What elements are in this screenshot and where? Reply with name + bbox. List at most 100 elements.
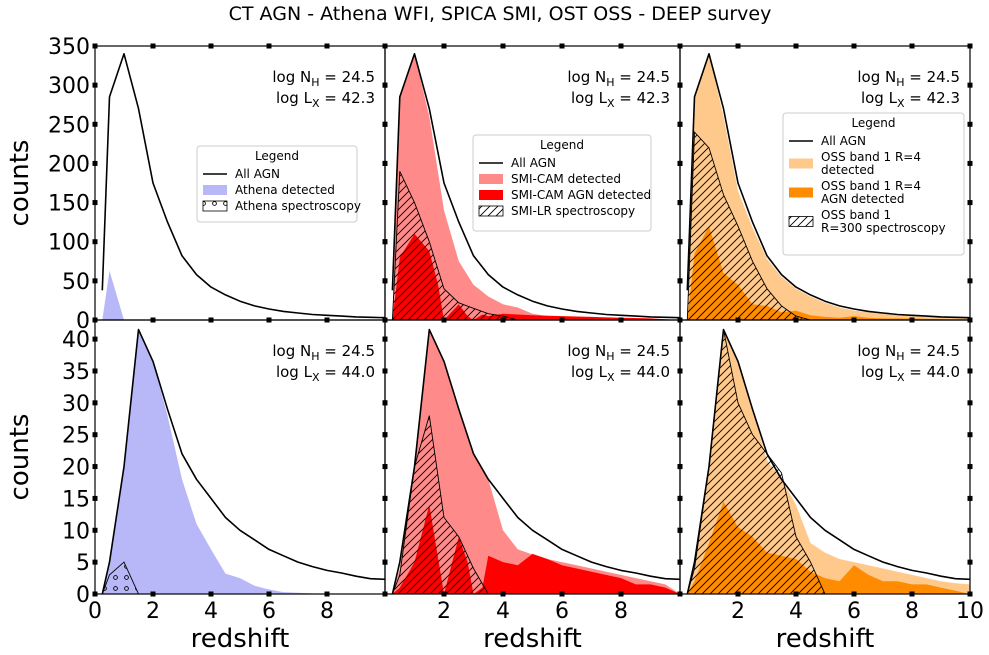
y-tick-label: 20 — [62, 456, 90, 481]
panel-annotation: log NH = 24.5 — [567, 68, 670, 89]
y-tick-mark — [92, 495, 98, 501]
legend: Legend All AGN SMI-CAM detected SMI-CAM AGN… — [472, 134, 652, 232]
x-tick-mark — [441, 43, 447, 49]
x-tick-label: 4 — [204, 599, 218, 624]
x-tick-mark — [618, 43, 624, 49]
y-tick-mark — [967, 121, 973, 127]
x-tick-mark — [324, 591, 330, 597]
legend-entry-label: Athena spectroscopy — [235, 199, 361, 213]
y-tick-mark — [967, 239, 973, 245]
y-tick-mark — [92, 82, 98, 88]
y-axis-label: counts — [5, 140, 35, 227]
legend-box — [782, 112, 965, 256]
y-tick-mark — [677, 495, 683, 501]
y-tick-mark — [677, 160, 683, 166]
x-tick-mark — [793, 43, 799, 49]
y-tick-mark — [92, 591, 98, 597]
y-tick-mark — [677, 121, 683, 127]
x-tick-label: 4 — [789, 599, 803, 624]
legend-swatch — [789, 187, 813, 198]
legend-entry-label: R=300 spectroscopy — [821, 221, 946, 235]
axes-frame — [679, 319, 971, 595]
y-tick-mark — [92, 121, 98, 127]
y-tick-mark — [92, 559, 98, 565]
x-tick-mark — [735, 317, 741, 323]
y-tick-label: 250 — [48, 113, 90, 138]
x-tick-mark — [500, 317, 506, 323]
y-tick-mark — [382, 591, 388, 597]
x-tick-mark — [500, 43, 506, 49]
legend-swatch — [479, 190, 503, 200]
series-athena-detected — [102, 270, 139, 320]
y-tick-mark — [967, 43, 973, 49]
x-tick-mark — [559, 317, 565, 323]
plot-area — [391, 328, 680, 594]
y-tick-mark — [677, 591, 683, 597]
x-tick-mark — [150, 591, 156, 597]
panel-annotation: log NH = 24.5 — [857, 342, 960, 363]
legend-title: Legend — [255, 149, 299, 163]
x-axis-label: redshift — [191, 624, 290, 654]
legend-entry-label: SMI-LR spectroscopy — [511, 204, 635, 218]
legend-swatch — [478, 205, 504, 217]
x-tick-label: 10 — [956, 599, 984, 624]
plot-area — [686, 52, 970, 320]
plot-area — [391, 52, 680, 320]
x-axis-label: redshift — [776, 624, 875, 654]
legend-title: Legend — [851, 116, 895, 130]
x-tick-mark — [208, 317, 214, 323]
y-tick-mark — [382, 464, 388, 470]
legend-swatch — [788, 216, 814, 227]
x-tick-mark — [618, 317, 624, 323]
y-tick-mark — [382, 200, 388, 206]
x-tick-mark — [909, 43, 915, 49]
x-tick-label: 2 — [146, 599, 160, 624]
x-tick-mark — [967, 317, 973, 323]
y-tick-label: 35 — [62, 360, 90, 385]
legend-entry-label: SMI-CAM detected — [511, 172, 621, 186]
y-tick-label: 40 — [62, 328, 90, 353]
x-axis-label: redshift — [483, 624, 582, 654]
series-all-agn — [101, 52, 385, 319]
y-tick-mark — [677, 239, 683, 245]
x-tick-mark — [851, 317, 857, 323]
y-tick-mark — [382, 278, 388, 284]
x-tick-mark — [382, 317, 388, 323]
legend-entry-label: OSS band 1 R=4 — [821, 179, 921, 193]
series-athena-spectroscopy — [101, 561, 139, 594]
y-tick-mark — [677, 336, 683, 342]
y-tick-label: 0 — [76, 309, 90, 334]
x-tick-mark — [559, 591, 565, 597]
y-tick-mark — [382, 400, 388, 406]
x-tick-label: 2 — [437, 599, 451, 624]
x-tick-mark — [909, 317, 915, 323]
x-tick-mark — [150, 317, 156, 323]
y-tick-mark — [677, 43, 683, 49]
y-tick-mark — [92, 239, 98, 245]
legend-entry-label: All AGN — [821, 134, 866, 148]
series-oss-band-1-r-300-spectroscopy — [686, 329, 826, 594]
legend-entry-label: All AGN — [235, 167, 280, 181]
x-tick-mark — [266, 43, 272, 49]
y-tick-mark — [382, 160, 388, 166]
y-tick-mark — [677, 400, 683, 406]
x-tick-label: 0 — [88, 599, 102, 624]
y-tick-mark — [967, 432, 973, 438]
plot-area — [101, 52, 385, 320]
figure-title: CT AGN - Athena WFI, SPICA SMI, OST OSS … — [229, 3, 772, 25]
panel-p11: 0 50 100 150 200 250 300 350 counts log NH = 24.5… — [5, 35, 388, 334]
x-tick-mark — [793, 317, 799, 323]
y-tick-mark — [967, 368, 973, 374]
y-tick-mark — [382, 336, 388, 342]
legend-entry-label: All AGN — [511, 156, 556, 170]
x-tick-mark — [150, 43, 156, 49]
series-smi-cam-detected — [392, 329, 680, 594]
panel-annotation: log LX = 44.0 — [861, 363, 960, 384]
y-tick-mark — [92, 160, 98, 166]
x-tick-mark — [441, 317, 447, 323]
x-tick-mark — [441, 591, 447, 597]
